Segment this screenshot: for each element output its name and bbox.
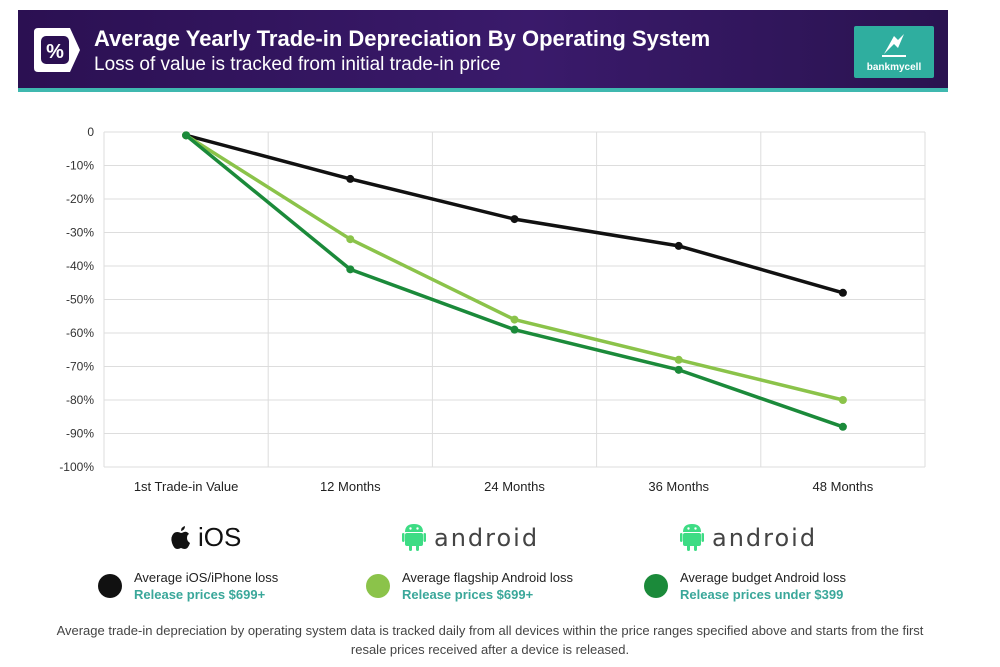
series-line-2 [184,133,844,429]
percent-tag-icon: % [34,28,80,72]
chart-subtitle: Loss of value is tracked from initial tr… [94,54,501,75]
data-point [838,396,847,404]
y-tick-label: -40% [66,259,94,273]
y-tick-label: 0 [87,125,94,139]
data-point [346,174,355,183]
legend-dot-flagship [366,574,390,598]
y-tick-label: -20% [66,192,94,206]
y-tick-label: -100% [59,460,94,474]
svg-text:%: % [46,41,64,63]
data-point [674,365,683,374]
legend-name-flagship: Average flagship Android loss [402,570,574,585]
android-brand-budget: android [680,522,880,556]
data-point [674,355,683,364]
x-tick-label: 48 Months [813,479,874,494]
legend-name-ios: Average iOS/iPhone loss [134,570,279,585]
data-point [838,422,847,431]
footnote: Average trade-in depreciation by operati… [56,623,924,657]
x-tick-label: 1st Trade-in Value [134,479,239,494]
x-tick-label: 24 Months [484,479,545,494]
data-point [346,235,355,244]
y-tick-label: -30% [66,226,94,240]
chart-title: Average Yearly Trade-in Depreciation By … [94,26,711,51]
series-line-1 [185,133,844,402]
data-point [674,241,683,250]
android-robot-icon [402,524,426,551]
data-point [510,325,519,334]
android-brand-flagship: android [402,522,602,556]
ios-brand: iOS [170,522,290,556]
logo-text: bankmycell [866,62,922,73]
data-point [182,131,191,140]
bankmycell-logo: bankmycell [854,26,934,78]
x-tick-label: 12 Months [320,479,381,494]
legend-sub-ios: Release prices $699+ [134,587,266,602]
legend-dot-ios [98,574,122,598]
y-tick-label: -80% [66,393,94,407]
android-label: android [434,524,540,552]
bankmycell-logo-icon [882,34,906,57]
header-banner: % Average Yearly Trade-in Depreciation B… [18,10,948,92]
y-tick-label: -60% [66,326,94,340]
legend-name-budget: Average budget Android loss [680,570,846,585]
x-tick-label: 36 Months [648,479,709,494]
y-tick-label: -90% [66,427,94,441]
ios-label: iOS [198,522,242,552]
legend-dot-budget [644,574,668,598]
y-tick-label: -50% [66,293,94,307]
android-robot-icon [680,524,704,551]
y-tick-label: -10% [66,159,94,173]
legend-sub-flagship: Release prices $699+ [402,587,534,602]
legend-sub-budget: Release prices under $399 [680,587,844,602]
apple-icon [171,526,190,549]
data-point [838,288,847,297]
y-tick-label: -70% [66,360,94,374]
data-point [510,215,519,224]
data-point [510,315,519,324]
line-chart: 0 -10% -20% -30% -40% -50% -60% -70% -80% -90% -10… [59,125,926,494]
android-label: android [712,524,818,552]
data-point [346,265,355,274]
